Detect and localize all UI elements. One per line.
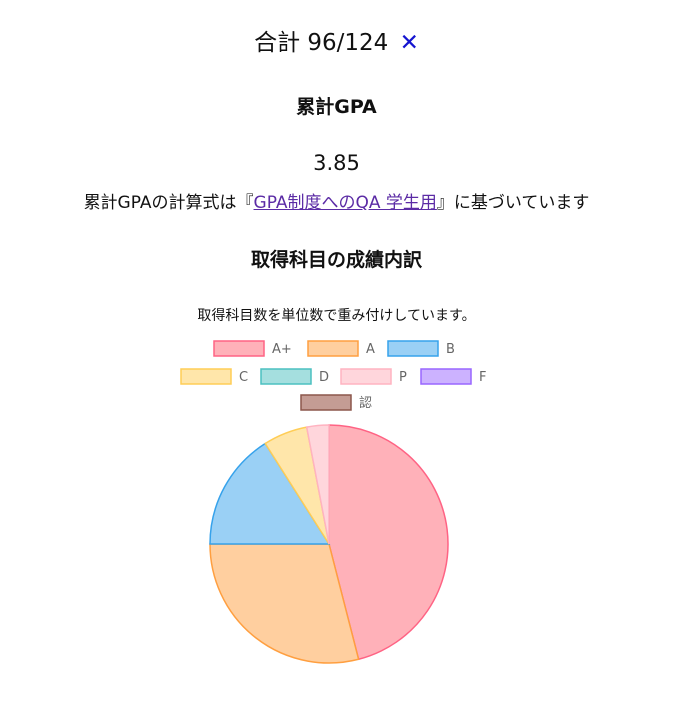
legend-label: D bbox=[319, 370, 329, 385]
pie-slice-A[interactable] bbox=[209, 543, 360, 664]
legend-item-認[interactable]: 認 bbox=[300, 394, 372, 411]
pie-slice-A+[interactable] bbox=[328, 424, 449, 661]
chart-legend: A+ A B C D P F 認 bbox=[180, 340, 486, 411]
gpa-title: 累計GPA bbox=[296, 96, 377, 118]
note-prefix: 累計GPAの計算式は『 bbox=[83, 193, 254, 213]
pie-slice-B[interactable] bbox=[209, 442, 331, 545]
legend-swatch bbox=[300, 394, 352, 411]
legend-swatch bbox=[260, 368, 312, 385]
chart-title: 取得科目数を単位数で重み付けしています。 bbox=[197, 308, 476, 324]
legend-label: B bbox=[446, 342, 455, 357]
legend-swatch bbox=[387, 340, 439, 357]
legend-item-C[interactable]: C bbox=[180, 368, 248, 385]
legend-label: C bbox=[239, 370, 248, 385]
legend-label: F bbox=[479, 370, 486, 385]
legend-swatch bbox=[307, 340, 359, 357]
legend-swatch bbox=[180, 368, 232, 385]
legend-label: A+ bbox=[272, 342, 292, 357]
legend-item-B[interactable]: B bbox=[387, 340, 455, 357]
breakdown-title: 取得科目の成績内訳 bbox=[250, 249, 422, 271]
legend-label: 認 bbox=[359, 395, 372, 411]
legend-swatch bbox=[420, 368, 472, 385]
qa-link[interactable]: GPA制度へのQA 学生用 bbox=[253, 193, 437, 213]
total-credits: 合計 96/124 ✕ bbox=[0, 26, 673, 60]
legend-item-P[interactable]: P bbox=[340, 368, 407, 385]
legend-item-F[interactable]: F bbox=[420, 368, 486, 385]
pie-slice-P[interactable] bbox=[305, 424, 330, 545]
legend-swatch bbox=[213, 340, 265, 357]
legend-item-D[interactable]: D bbox=[260, 368, 329, 385]
legend-item-A[interactable]: A bbox=[307, 340, 375, 357]
cross-icon: ✕ bbox=[399, 30, 419, 56]
legend-item-A+[interactable]: A+ bbox=[213, 340, 292, 357]
legend-label: A bbox=[366, 342, 375, 357]
pie-slices bbox=[209, 424, 449, 664]
total-value: 96/124 bbox=[307, 30, 389, 56]
legend-label: P bbox=[399, 370, 407, 385]
legend-swatch bbox=[340, 368, 392, 385]
total-label: 合計 bbox=[254, 30, 301, 56]
gpa-note: 累計GPAの計算式は『GPA制度へのQA 学生用』に基づいています bbox=[0, 188, 673, 213]
note-suffix: 』に基づいています bbox=[436, 193, 590, 213]
gpa-value: 3.85 bbox=[313, 151, 360, 175]
